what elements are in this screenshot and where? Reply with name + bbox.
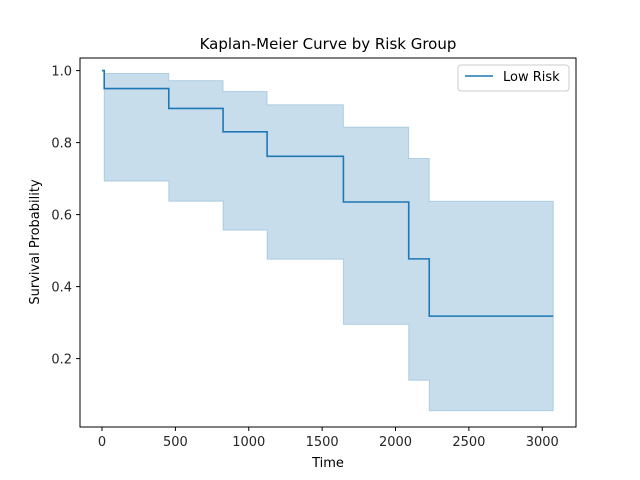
x-tick-label: 2000 (379, 435, 412, 450)
survival-curve-0 (102, 69, 554, 317)
x-axis: 0 500 1000 1500 2000 2500 3000 (98, 427, 559, 450)
confidence-band-0 (102, 70, 554, 412)
axes-frame (79, 57, 577, 428)
x-tick-label: 3000 (526, 435, 559, 450)
x-axis-label: Time (311, 456, 344, 471)
x-tick-label: 0 (98, 435, 106, 450)
y-axis-label: Survival Probability (28, 179, 43, 305)
y-tick-label: 1.0 (51, 65, 72, 80)
x-tick-label: 2500 (452, 435, 485, 450)
y-tick-label: 0.8 (51, 137, 72, 152)
y-tick-label: 0.2 (51, 353, 72, 368)
x-tick-label: 1500 (306, 435, 339, 450)
y-tick-label: 0.6 (51, 209, 72, 224)
y-axis: 0.2 0.4 0.6 0.8 1.0 (51, 65, 80, 368)
plot-area (102, 69, 554, 412)
legend-box (457, 64, 570, 92)
legend-label-low-risk: Low Risk (503, 70, 560, 85)
chart-title: Kaplan-Meier Curve by Risk Group (200, 35, 457, 53)
x-tick-label: 1000 (232, 435, 265, 450)
x-tick-label: 500 (163, 435, 188, 450)
legend: Low Risk (457, 64, 570, 92)
y-tick-label: 0.4 (51, 281, 72, 296)
